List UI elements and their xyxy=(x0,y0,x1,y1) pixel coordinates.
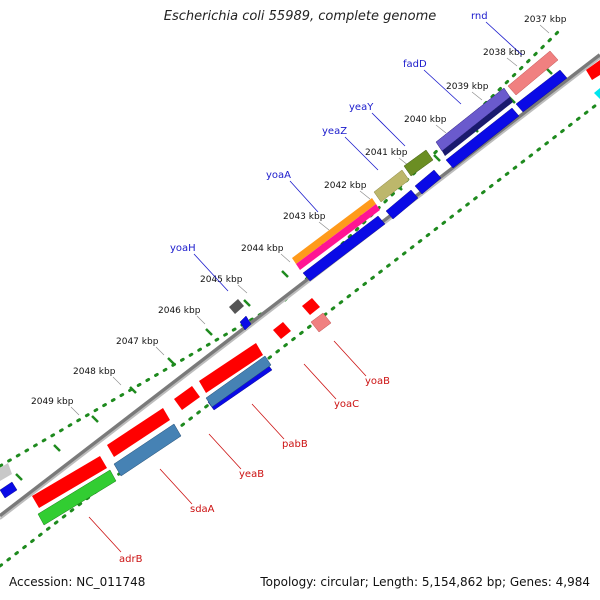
tick-leader-2038 xyxy=(506,57,518,67)
tick-label-2038: 2038 kbp xyxy=(483,48,526,58)
tick-label-2041: 2041 kbp xyxy=(365,148,408,158)
gene-yeaB[interactable] xyxy=(174,386,200,410)
gene-yeaY[interactable] xyxy=(403,149,434,177)
gene-grey-stub xyxy=(0,463,12,481)
blue-arrow-8 xyxy=(0,481,18,499)
gene-label-yeaY: yeaY xyxy=(349,102,374,113)
gene-label-yeaZ: yeaZ xyxy=(322,126,347,137)
blue-arrow-1 xyxy=(515,69,568,113)
gene-adrB[interactable] xyxy=(37,469,117,526)
gene-yoaH[interactable] xyxy=(229,299,244,314)
blue-arrow-2 xyxy=(445,107,520,169)
tick-leader-2043 xyxy=(318,221,330,231)
leader-adrB xyxy=(88,516,122,553)
tick-leader-2037 xyxy=(539,24,550,34)
gene-label-yoaH: yoaH xyxy=(170,243,196,254)
tick-label-2047: 2047 kbp xyxy=(116,337,159,347)
minus-strand-genes xyxy=(0,298,332,526)
gene-label-yoaB: yoaB xyxy=(365,376,390,387)
genome-summary: Topology: circular; Length: 5,154,862 bp… xyxy=(260,575,590,589)
leader-rnd xyxy=(485,21,523,56)
leader-yoaA xyxy=(289,180,319,213)
tick-leader-2044 xyxy=(280,253,291,263)
tick-label-2037: 2037 kbp xyxy=(524,15,567,25)
tick-label-2043: 2043 kbp xyxy=(283,212,326,222)
genome-backbone xyxy=(0,53,600,518)
gene-label-sdaA: sdaA xyxy=(190,504,215,515)
cyan-arrow xyxy=(594,88,600,99)
tick-label-2042: 2042 kbp xyxy=(324,181,367,191)
leader-yeaY xyxy=(371,112,406,147)
leader-yoaH xyxy=(193,253,229,292)
gene-label-rnd: rnd xyxy=(471,11,488,22)
tick-label-2049: 2049 kbp xyxy=(31,397,74,407)
blue-arrow-5 xyxy=(302,215,386,282)
tick-label-2045: 2045 kbp xyxy=(200,275,243,285)
gene-label-yoaC: yoaC xyxy=(334,399,359,410)
gene-label-yeaB: yeaB xyxy=(239,469,264,480)
plus-gene-labels: rnd fadD yeaY yeaZ yoaA yoaH xyxy=(170,11,523,292)
gene-sdaA-red xyxy=(107,408,170,457)
gene-label-pabB: pabB xyxy=(282,439,308,450)
minus-gene-labels: yoaB yoaC pabB yeaB sdaA adrB xyxy=(88,340,390,565)
blue-arrow-4 xyxy=(385,189,419,220)
leader-yoaC xyxy=(303,363,337,400)
leader-yeaB xyxy=(208,433,242,470)
gene-pabB-red xyxy=(199,343,263,393)
tick-label-2039: 2039 kbp xyxy=(446,82,489,92)
tick-leader-2045 xyxy=(237,284,248,294)
gene-yoaA-orange xyxy=(292,198,376,264)
gene-label-fadD: fadD xyxy=(403,59,427,70)
gene-yeaZ[interactable] xyxy=(373,169,410,203)
gene-label-adrB: adrB xyxy=(119,554,143,565)
genome-title: Escherichia coli 55989, complete genome xyxy=(163,9,437,24)
tick-label-2046: 2046 kbp xyxy=(158,306,201,316)
plus-strand-genes xyxy=(229,50,559,314)
gene-rnd[interactable] xyxy=(507,50,559,96)
tick-leader-2042 xyxy=(359,190,371,200)
genome-backbone-shadow xyxy=(0,57,600,520)
gene-yoaB-red xyxy=(302,298,320,315)
leader-yeaZ xyxy=(344,136,379,171)
leader-yoaB xyxy=(333,340,367,377)
red-arrow-edge xyxy=(586,60,600,80)
gene-pabB[interactable] xyxy=(205,355,272,408)
gene-adrB-red xyxy=(32,456,107,508)
blue-arrow-6 xyxy=(239,315,252,331)
gene-yoaB[interactable] xyxy=(310,312,332,333)
gene-sdaA[interactable] xyxy=(113,423,182,477)
tick-label-2048: 2048 kbp xyxy=(73,367,116,377)
tick-label-2044: 2044 kbp xyxy=(241,244,284,254)
inner-dotted-guide xyxy=(0,100,600,568)
tick-leader-2048 xyxy=(112,376,122,386)
blue-arrow-3 xyxy=(414,169,442,195)
tick-leader-2040 xyxy=(435,124,447,134)
tick-leader-2047 xyxy=(155,346,165,356)
accession-label: Accession: NC_011748 xyxy=(9,575,146,589)
gene-fadD-dark xyxy=(442,97,513,156)
kbp-ticks: 2037 kbp 2038 kbp 2039 kbp 2040 kbp 2041… xyxy=(31,15,567,416)
leader-fadD xyxy=(423,69,462,105)
tick-label-2040: 2040 kbp xyxy=(404,115,447,125)
gene-yoaC[interactable] xyxy=(273,322,291,339)
leader-pabB xyxy=(251,403,285,440)
tick-leader-2049 xyxy=(70,406,80,416)
gene-label-yoaA: yoaA xyxy=(266,170,291,181)
leader-sdaA xyxy=(159,468,193,505)
tick-leader-2046 xyxy=(196,315,206,325)
tick-leader-2039 xyxy=(471,91,483,101)
gene-yoaA[interactable] xyxy=(296,204,380,270)
